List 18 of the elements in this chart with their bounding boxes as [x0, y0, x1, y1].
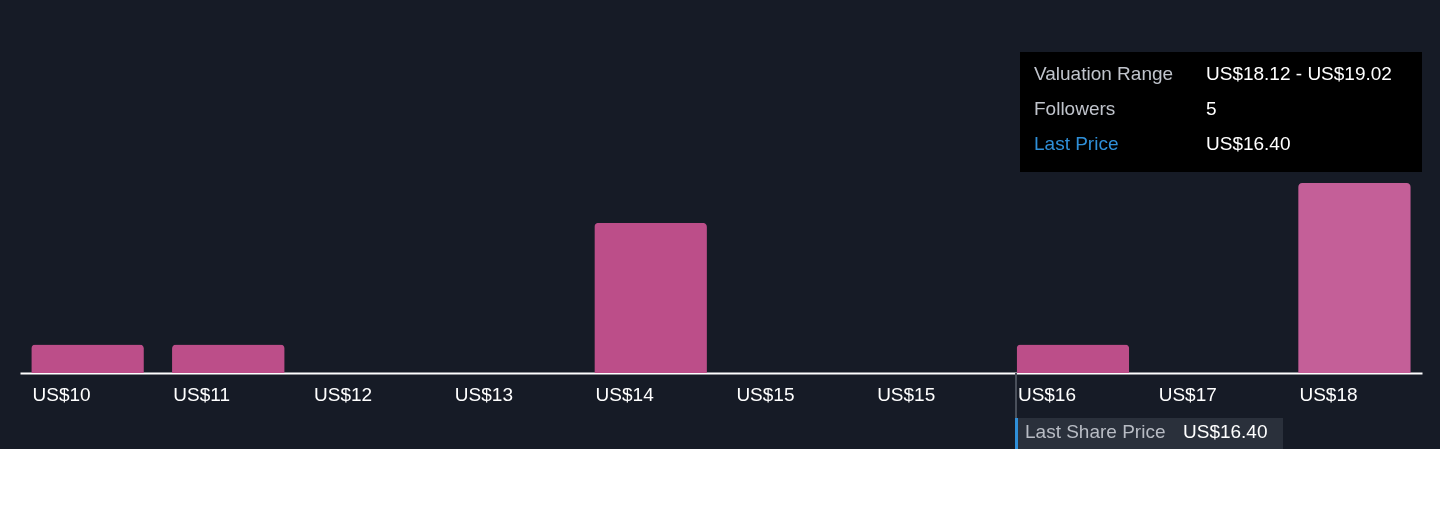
text: US$18.12 - US$19.02 — [1206, 63, 1392, 84]
text: US$16.40 — [1206, 133, 1291, 154]
x-tick-label: US$12 — [314, 383, 373, 405]
text: Followers — [1034, 98, 1116, 119]
text: Last Price — [1034, 133, 1119, 154]
x-tick-label: US$14 — [595, 383, 655, 405]
x-tick-label: US$11 — [173, 383, 231, 405]
x-tick-label: US$13 — [454, 383, 513, 405]
x-tick-label: US$15 — [736, 383, 795, 405]
x-tick-label: US$16 — [1017, 383, 1077, 405]
text: 5 — [1206, 98, 1217, 119]
x-tick-label: US$18 — [1299, 383, 1358, 405]
text: US$16.40 — [1183, 421, 1268, 442]
text: Valuation Range — [1034, 63, 1174, 84]
x-tick-label: US$17 — [1158, 383, 1217, 405]
x-tick-label: US$15 — [877, 383, 936, 405]
text: Last Share Price — [1025, 421, 1166, 442]
x-tick-label: US$10 — [32, 383, 91, 405]
